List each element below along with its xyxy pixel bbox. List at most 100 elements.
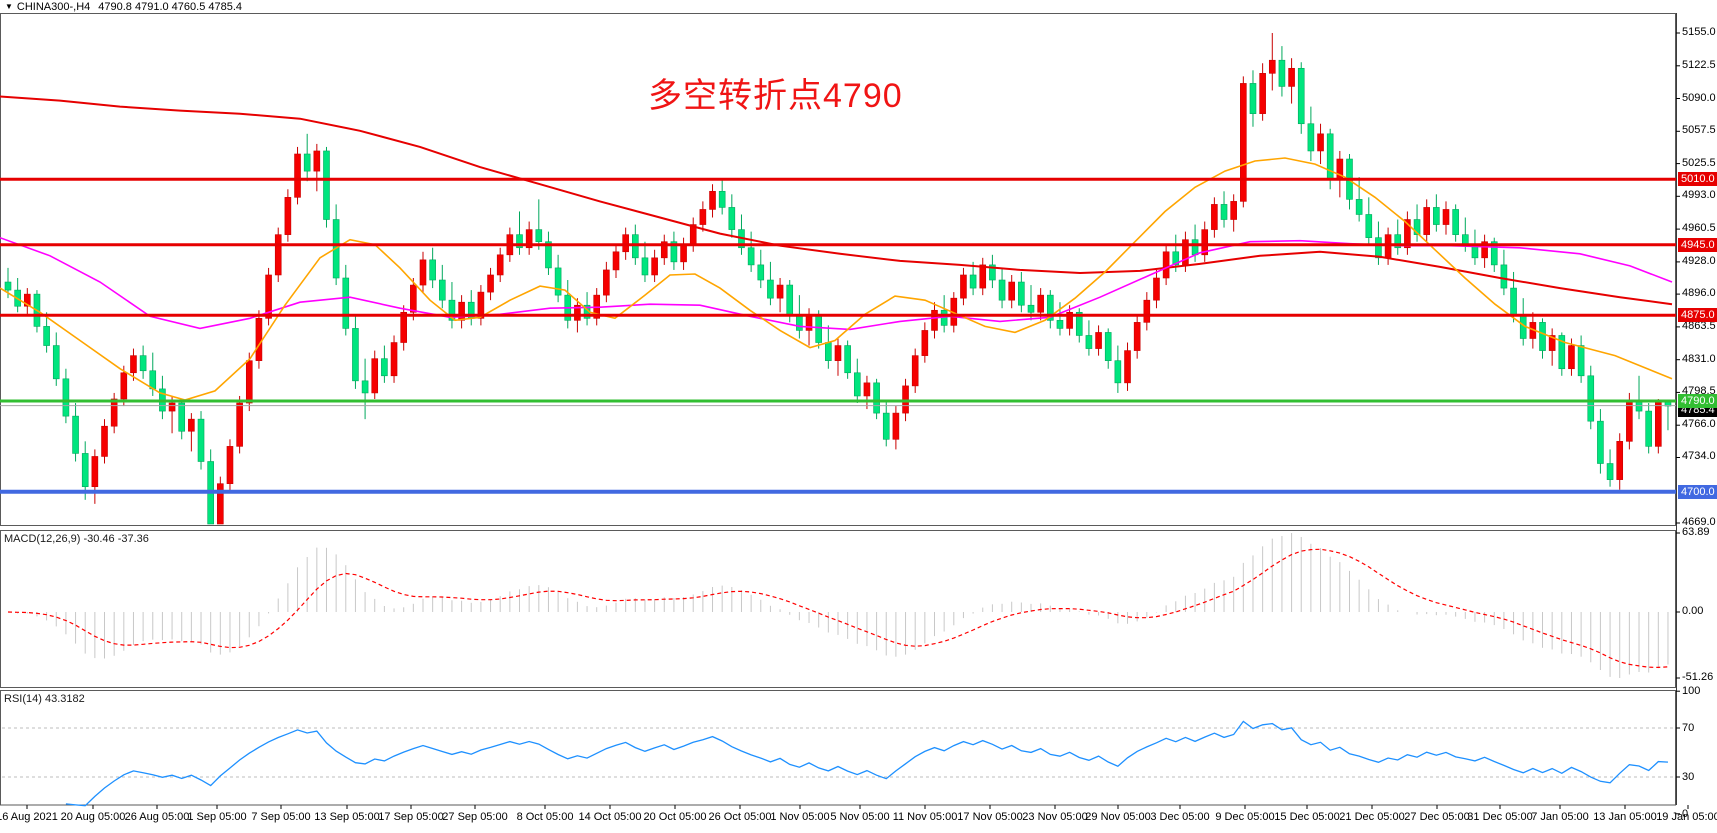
time-axis-label: 20 Aug 05:00 <box>60 811 126 823</box>
chart-shape <box>226 446 234 484</box>
chart-shape <box>1268 59 1276 74</box>
chart-shape <box>487 274 494 293</box>
chart-shape <box>1240 83 1247 202</box>
chart-shape <box>236 402 243 447</box>
chart-shape <box>1510 287 1517 316</box>
time-axis-label: 3 Dec 05:00 <box>1150 811 1210 823</box>
chart-shape <box>313 150 321 172</box>
chart-shape <box>458 301 465 321</box>
chart-shape <box>1365 214 1373 238</box>
chart-shape <box>815 315 822 343</box>
chart-shape <box>825 342 832 361</box>
chart-shape <box>390 342 398 377</box>
time-axis-label: 13 Jan 05:00 <box>1593 811 1657 823</box>
chart-shape <box>853 372 861 397</box>
price-axis-tick: 4993.0 <box>1682 189 1716 201</box>
chart-shape <box>545 241 552 269</box>
chart-shape <box>188 418 195 432</box>
chart-shape <box>1568 345 1575 370</box>
time-axis-label: 20 Oct 05:00 <box>643 811 707 823</box>
chart-shape <box>1413 219 1421 235</box>
chart-shape <box>709 190 716 210</box>
chart-shape <box>52 345 60 380</box>
chart-shape <box>1655 401 1662 447</box>
time-axis-label: 19 Jan 05:00 <box>1656 811 1717 823</box>
rsi-axis-tick: 30 <box>1682 771 1695 783</box>
price-axis-tick: 4896.0 <box>1682 287 1716 299</box>
chart-shape <box>342 277 350 329</box>
price-axis-tick: 5057.5 <box>1682 124 1716 136</box>
chart-shape <box>776 284 784 299</box>
time-axis-label: 1 Nov 05:00 <box>770 811 830 823</box>
time-axis-label: 16 Aug 2021 <box>0 811 58 823</box>
level-price-label: 4875.0 <box>1678 308 1717 322</box>
chart-shape <box>1490 241 1498 266</box>
chart-shape <box>371 358 379 394</box>
chart-shape <box>381 358 388 377</box>
time-axis-label: 7 Sep 05:00 <box>251 811 311 823</box>
price-axis-tick: 4734.0 <box>1682 450 1716 462</box>
time-axis-label: 17 Nov 05:00 <box>957 811 1023 823</box>
chart-shape <box>1481 241 1488 259</box>
chart-shape <box>4 281 12 291</box>
chart-shape <box>1162 251 1170 279</box>
chart-shape <box>728 207 736 230</box>
chart-shape <box>612 251 620 271</box>
chart-shape <box>989 264 996 281</box>
chart-shape <box>1008 281 1016 301</box>
chart-shape <box>1133 322 1141 351</box>
chart-shape <box>525 229 533 249</box>
time-axis-label: 1 Sep 05:00 <box>187 811 247 823</box>
time-axis-label: 5 Nov 05:00 <box>830 811 890 823</box>
chart-shape <box>516 234 523 249</box>
chart-shape <box>969 274 977 289</box>
chart-shape <box>1317 133 1324 152</box>
chart-shape <box>641 257 649 276</box>
chart-shape <box>1297 67 1305 125</box>
chart-shape <box>1423 207 1430 235</box>
chart-shape <box>902 385 909 414</box>
chart-shape <box>62 378 70 417</box>
price-axis-tick: 5025.5 <box>1682 157 1716 169</box>
chart-shape <box>149 370 157 390</box>
chart-shape <box>1172 251 1180 266</box>
chart-shape <box>1626 400 1633 442</box>
chart-shape <box>960 274 967 299</box>
chart-shape <box>0 530 1676 688</box>
rsi-axis-tick: 100 <box>1682 685 1701 697</box>
chart-shape <box>1027 304 1035 313</box>
chart-shape <box>1114 360 1122 384</box>
chart-shape <box>24 293 31 307</box>
rsi-axis-tick: 0 <box>1682 808 1689 820</box>
time-axis-label: 26 Oct 05:00 <box>708 811 772 823</box>
chart-shape <box>1191 239 1199 256</box>
chart-shape <box>931 309 938 331</box>
chart-shape <box>680 244 687 263</box>
price-axis-tick: 4831.0 <box>1682 353 1716 365</box>
chart-shape <box>670 241 678 263</box>
chart-shape <box>120 372 128 400</box>
chart-shape <box>1606 463 1614 480</box>
chart-shape <box>1143 299 1151 323</box>
chart-shape <box>1075 311 1083 336</box>
level-price-label: 4700.0 <box>1678 485 1717 499</box>
chart-shape <box>554 267 562 296</box>
chart-shape <box>419 259 427 286</box>
ma-fast-orange <box>0 157 1673 401</box>
chart-shape <box>265 274 272 319</box>
chart-shape <box>197 418 205 462</box>
chart-shape <box>1066 311 1073 329</box>
chart-shape <box>1404 219 1411 249</box>
chart-shape <box>911 355 919 387</box>
chart-shape <box>603 269 610 296</box>
price-axis-tick: 4928.0 <box>1682 255 1716 267</box>
macd-axis-tick: 0.00 <box>1682 605 1704 617</box>
chart-shape <box>101 425 108 457</box>
chart-shape <box>1056 320 1064 329</box>
collapse-triangle-icon[interactable]: ▼ <box>5 2 13 11</box>
chart-shape <box>130 355 137 374</box>
time-axis-label: 27 Dec 05:00 <box>1404 811 1470 823</box>
time-axis-label: 29 Nov 05:00 <box>1085 811 1151 823</box>
